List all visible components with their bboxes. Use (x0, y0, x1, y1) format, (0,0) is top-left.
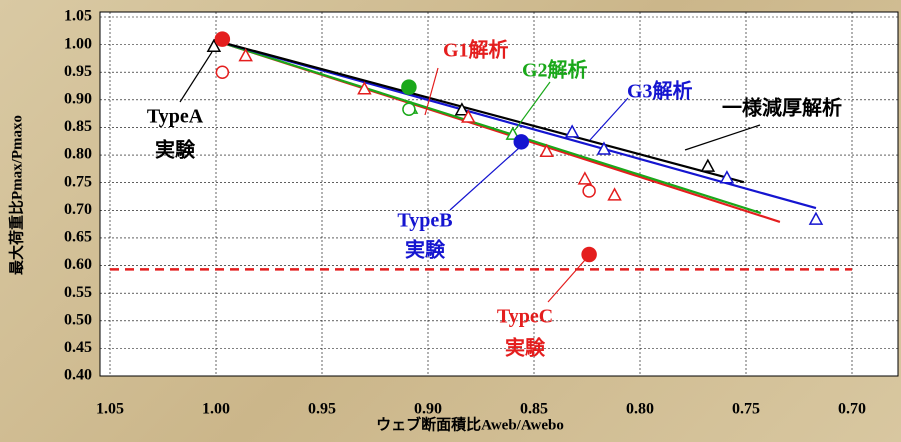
annotation: 実験 (405, 238, 446, 262)
test-point (402, 80, 416, 94)
annotation: TypeC (497, 306, 553, 328)
y-tick-label: 0.90 (64, 91, 92, 108)
annotation: TypeB (397, 210, 452, 232)
y-tick-label: 0.80 (64, 146, 92, 163)
annotation: 実験 (155, 138, 196, 162)
test-point (215, 32, 229, 46)
annotation: 一様減厚解析 (722, 96, 842, 120)
y-tick-label: 0.65 (64, 229, 92, 246)
y-tick-label: 0.50 (64, 311, 92, 328)
open-circle-point (216, 66, 228, 78)
annotation: 実験 (505, 336, 546, 360)
x-tick-label: 1.00 (202, 401, 230, 418)
y-tick-label: 0.60 (64, 256, 92, 273)
annotation: TypeA (147, 106, 204, 128)
x-tick-label: 1.05 (96, 401, 124, 418)
y-axis-label: 最大荷重比Pmax/Pmaxo (7, 115, 25, 275)
y-tick-label: 0.45 (64, 339, 92, 356)
y-tick-label: 0.40 (64, 367, 92, 384)
x-tick-label: 0.75 (732, 401, 760, 418)
x-axis-label: ウェブ断面積比Aweb/Awebo (376, 415, 564, 433)
open-circle-point (403, 103, 415, 115)
y-tick-label: 0.70 (64, 201, 92, 218)
annotation: G1解析 (443, 38, 509, 62)
x-tick-label: 0.95 (308, 401, 336, 418)
chart: G1解析 G2解析 G3解析 一様減厚解析 TypeA 実験 TypeB 実験 … (0, 0, 901, 442)
x-tick-label: 0.85 (520, 401, 548, 418)
y-tick-label: 0.55 (64, 284, 92, 301)
test-point (582, 247, 596, 261)
y-tick-label: 0.85 (64, 118, 92, 135)
y-tick-label: 0.75 (64, 173, 92, 190)
annotation: G2解析 (522, 58, 588, 82)
test-point (514, 135, 528, 149)
x-tick-label: 0.90 (414, 401, 442, 418)
annotation: G3解析 (627, 79, 693, 103)
y-tick-label: 1.00 (64, 35, 92, 52)
x-tick-label: 0.80 (626, 401, 654, 418)
y-tick-label: 1.05 (64, 8, 92, 25)
x-tick-label: 0.70 (838, 401, 866, 418)
open-circle-point (583, 185, 595, 197)
y-tick-label: 0.95 (64, 63, 92, 80)
